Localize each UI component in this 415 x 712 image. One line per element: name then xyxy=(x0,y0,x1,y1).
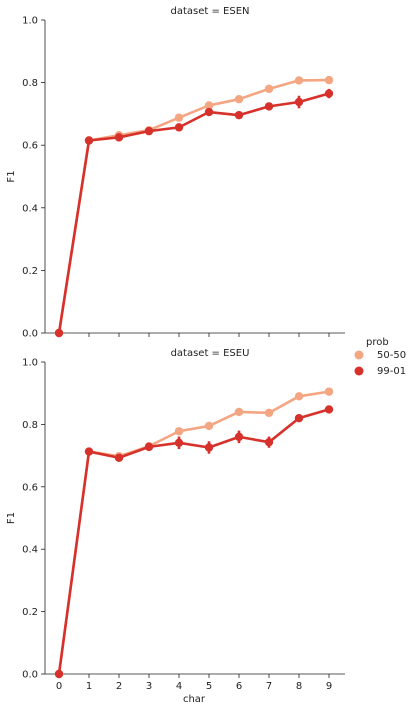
panel-0: dataset = ESEN 0.0 0.2 0.4 0.6 0.8 1.0 F1 xyxy=(6,6,345,340)
data-point xyxy=(264,437,274,447)
data-point xyxy=(324,89,334,98)
y-tick-label: 1.0 xyxy=(22,358,38,369)
series-line xyxy=(57,92,330,334)
legend-marker-99-01 xyxy=(354,366,364,376)
legend-label-99-01: 99-01 xyxy=(377,366,406,377)
data-point xyxy=(234,94,244,104)
y-tick-label: 0.0 xyxy=(22,329,38,340)
data-point xyxy=(294,97,304,107)
data-point xyxy=(204,443,214,452)
data-point xyxy=(144,442,154,452)
data-point xyxy=(114,133,124,142)
y-tick-label: 0.8 xyxy=(22,420,38,431)
x-tick-label: 1 xyxy=(86,681,92,692)
legend: prob 50-50 99-01 xyxy=(354,337,406,377)
data-point xyxy=(54,669,64,679)
series-99-01 xyxy=(54,405,334,679)
y-axis-label: F1 xyxy=(6,512,17,524)
series-line xyxy=(57,78,330,334)
y-tick-label: 0.6 xyxy=(22,141,38,152)
data-point xyxy=(264,408,274,418)
data-point xyxy=(294,413,304,423)
y-tick-label: 0.2 xyxy=(22,266,38,277)
data-point xyxy=(234,432,244,442)
y-tick-label: 0.8 xyxy=(22,78,38,89)
series-50-50 xyxy=(54,387,334,679)
x-tick-label: 6 xyxy=(236,681,242,692)
data-point xyxy=(234,407,244,417)
data-point xyxy=(84,447,94,456)
series-line xyxy=(57,390,330,675)
x-tick-label: 0 xyxy=(56,681,62,692)
y-tick-label: 0.4 xyxy=(22,545,38,556)
data-point xyxy=(324,405,334,414)
data-point xyxy=(234,110,244,120)
data-point xyxy=(264,84,274,94)
y-tick-label: 1.0 xyxy=(22,16,38,27)
data-point xyxy=(294,76,304,85)
series-50-50 xyxy=(54,75,334,338)
panel-title: dataset = ESEN xyxy=(170,6,249,17)
x-tick-label: 8 xyxy=(296,681,302,692)
data-point xyxy=(174,438,184,448)
data-point xyxy=(294,392,304,401)
data-point xyxy=(144,126,154,136)
data-point xyxy=(264,102,274,111)
y-tick-label: 0.0 xyxy=(22,670,38,681)
legend-title: prob xyxy=(366,337,389,348)
data-point xyxy=(204,421,214,431)
data-point xyxy=(204,107,214,117)
x-tick-label: 7 xyxy=(266,681,272,692)
legend-label-50-50: 50-50 xyxy=(377,350,406,361)
series-line xyxy=(57,408,330,675)
x-tick-label: 9 xyxy=(326,681,332,692)
y-tick-label: 0.6 xyxy=(22,482,38,493)
data-point xyxy=(174,123,184,132)
y-tick-label: 0.2 xyxy=(22,607,38,618)
data-point xyxy=(174,427,184,436)
legend-marker-50-50 xyxy=(354,350,364,360)
data-point xyxy=(114,453,124,462)
series-99-01 xyxy=(54,88,334,338)
x-tick-label: 4 xyxy=(176,681,182,692)
x-axis-label: char xyxy=(183,694,206,705)
panel-title: dataset = ESEU xyxy=(171,348,250,359)
x-tick-label: 5 xyxy=(206,681,212,692)
data-point xyxy=(54,328,64,338)
y-axis-label: F1 xyxy=(6,170,17,182)
data-point xyxy=(324,75,334,85)
data-point xyxy=(84,136,94,145)
panel-1: dataset = ESEU 0.0 0.2 0.4 0.6 0.8 1.0 F1 0 1 2 3 4 5… xyxy=(6,348,345,705)
data-point xyxy=(204,101,214,110)
data-point xyxy=(174,113,184,122)
y-tick-label: 0.4 xyxy=(22,203,38,214)
x-tick-label: 2 xyxy=(116,681,122,692)
panels: dataset = ESEN0.00.20.40.60.81.0F1datase… xyxy=(6,6,345,705)
data-point xyxy=(324,387,334,396)
x-tick-label: 3 xyxy=(146,681,152,692)
